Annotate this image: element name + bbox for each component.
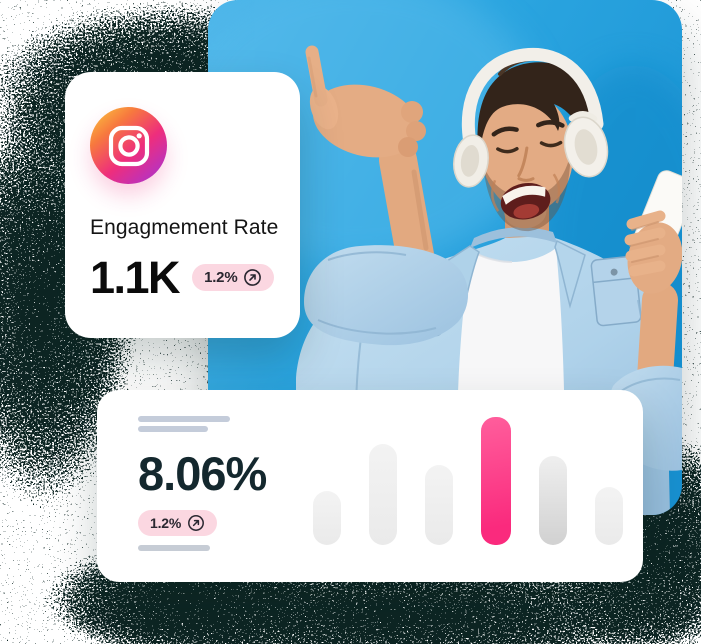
pointing-finger [305,45,328,107]
nose [517,146,535,182]
rate-summary: 8.06% 1.2% [138,416,267,536]
bar-highlighted [481,417,511,545]
engagement-stat-row: 1.1K 1.2% [90,252,275,303]
shirt-pocket [590,255,642,327]
engagement-value: 1.1K [90,252,181,303]
closed-eye [496,146,519,154]
headphone-cup-left [453,134,489,188]
tongue [513,203,540,219]
bar-chart [313,417,623,545]
bar [425,465,453,545]
headphone-cup-right [563,111,609,178]
engagement-card-title: Engagmement Rate [90,216,279,239]
engagement-percentage-card: 8.06% 1.2% [97,390,643,582]
engagement-rate-card: Engagmement Rate 1.1K 1.2% [65,72,300,338]
teeth [502,185,546,205]
bar [595,487,623,545]
face [481,92,574,232]
fist [312,84,420,158]
growth-badge-label: 1.2% [204,269,238,286]
growth-badge: 1.2% [192,264,275,291]
growth-badge: 1.2% [138,510,218,536]
rate-value: 8.06% [138,447,267,500]
headphone-band [461,47,604,155]
skeleton-line [138,426,208,432]
skeleton-line [138,416,230,422]
instagram-icon [90,107,167,184]
arrow-up-right-icon [188,515,205,531]
bar [313,491,341,545]
eyebrow [491,126,519,137]
closed-eye [539,140,563,148]
bar [369,444,397,545]
growth-badge-label: 1.2% [150,515,182,531]
open-mouth [500,182,551,220]
hair [477,62,597,165]
eyebrow [536,120,565,128]
bar [539,456,567,545]
skeleton-line [138,545,210,551]
gripping-fingers [624,210,666,277]
arrow-up-right-icon [244,269,262,286]
